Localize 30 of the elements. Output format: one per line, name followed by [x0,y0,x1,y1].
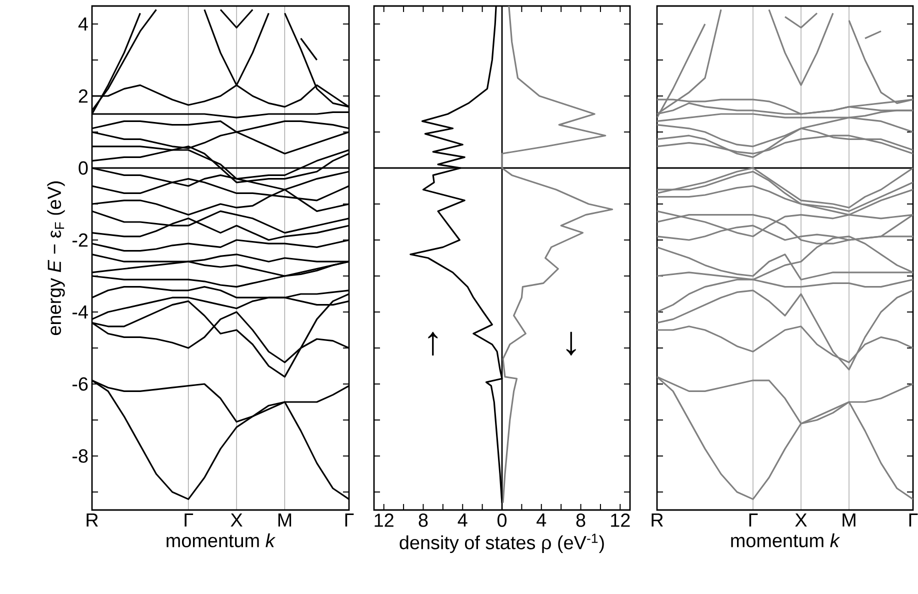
y-axis-title: energy E − ε$_{F}$ (eV) [47,181,65,335]
y-tick-label: -2 [72,233,88,247]
y-tick-label: 4 [78,17,88,31]
x-tick-label: X [230,514,242,527]
x-tick-label: Γ [749,514,758,527]
x-axis-title: momentum k [731,533,840,548]
x-tick-label: 12 [611,514,630,527]
y-tick-label: -6 [72,377,88,391]
x-axis-title: momentum k [166,533,276,548]
annotation: ↑ [428,332,438,356]
x-tick-label: R [86,514,98,527]
x-tick-label: R [652,514,663,527]
y-tick-label: -4 [72,305,88,319]
y-tick-label: 0 [78,161,88,175]
x-tick-label: Γ [345,514,354,527]
x-tick-label: M [842,514,856,527]
x-tick-label: Γ [184,514,194,527]
x-tick-label: Γ [909,514,918,527]
annotation: ↓ [566,332,576,356]
x-tick-label: 0 [497,514,507,527]
x-tick-label: M [278,514,292,527]
x-tick-label: 8 [418,514,428,527]
x-tick-label: 12 [374,514,394,527]
x-tick-label: 4 [536,514,546,527]
x-tick-label: X [795,514,807,527]
x-tick-label: 4 [458,514,468,527]
y-tick-label: -8 [72,449,88,463]
x-tick-label: 8 [576,514,586,527]
x-axis-title: density of states ρ (eV$^{-1}$) [400,534,604,554]
y-tick-label: 2 [78,89,88,103]
